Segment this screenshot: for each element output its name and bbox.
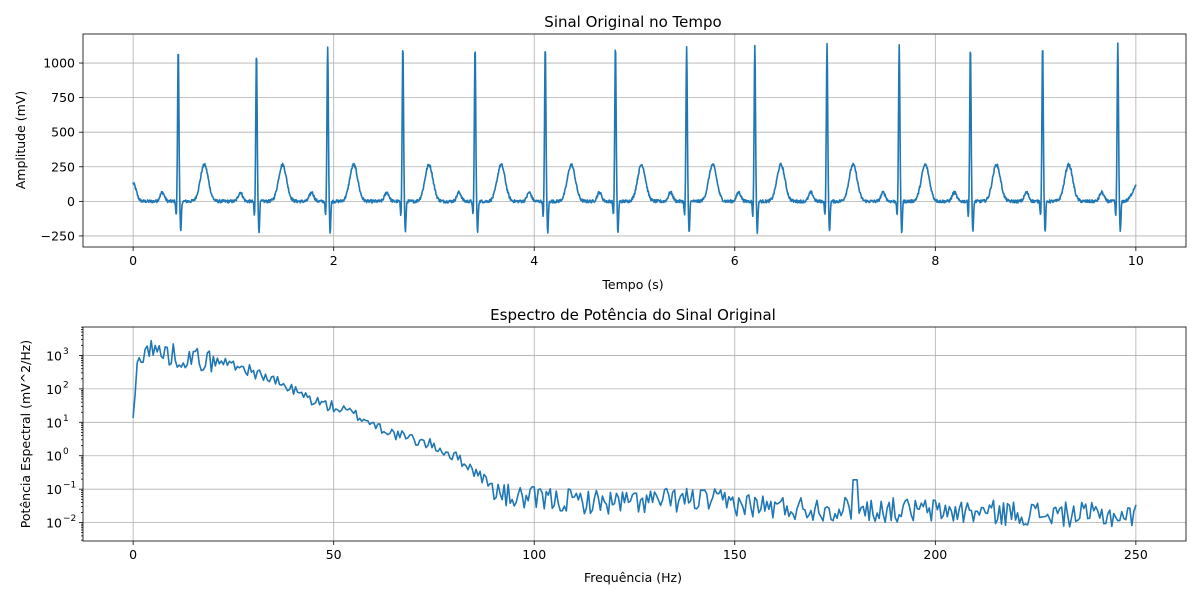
time-x-tick-label: 2 bbox=[330, 253, 338, 268]
spectrum-y-tick-label: 10 bbox=[46, 482, 62, 497]
spectrum-y-tick-label: 10 bbox=[46, 449, 62, 464]
time-x-tick-label: 6 bbox=[731, 253, 739, 268]
time-y-tick-label: 250 bbox=[51, 159, 75, 174]
spectrum-x-tick-label: 0 bbox=[129, 547, 137, 562]
spectrum-y-tick-exponent: 0 bbox=[63, 447, 69, 457]
spectrum-y-tick-label: 10 bbox=[46, 415, 62, 430]
spectrum-x-ticks: 0 50 100 150 200 250 bbox=[129, 541, 1148, 562]
spectrum-y-tick-exponent: 2 bbox=[63, 380, 69, 390]
time-chart-grid bbox=[83, 34, 1186, 247]
spectrum-x-tick-label: 200 bbox=[923, 547, 947, 562]
time-x-tick-label: 0 bbox=[129, 253, 137, 268]
spectrum-chart-grid bbox=[83, 327, 1186, 541]
spectrum-y-tick-exponent: 3 bbox=[63, 347, 69, 357]
spectrum-y-axis-label: Potência Espectral (mV^2/Hz) bbox=[18, 340, 33, 528]
spectrum-y-tick-label: 10 bbox=[46, 382, 62, 397]
spectrum-chart-frame bbox=[82, 326, 1187, 542]
time-y-tick-label: −250 bbox=[41, 228, 75, 243]
spectrum-y-tick-label: 10 bbox=[46, 348, 62, 363]
spectrum-y-tick-exponent: −1 bbox=[63, 481, 76, 491]
spectrum-x-tick-label: 250 bbox=[1124, 547, 1148, 562]
time-y-tick-label: 0 bbox=[67, 194, 75, 209]
spectrum-chart-title: Espectro de Potência do Sinal Original bbox=[490, 306, 776, 324]
power-spectrum-line bbox=[132, 339, 1137, 528]
time-y-tick-label: 750 bbox=[51, 90, 75, 105]
time-y-tick-label: 500 bbox=[51, 125, 75, 140]
time-x-tick-label: 10 bbox=[1128, 253, 1144, 268]
spectrum-x-tick-label: 150 bbox=[723, 547, 747, 562]
power-spectrum-chart: Espectro de Potência do Sinal Original 0… bbox=[18, 306, 1187, 585]
power-spectrum-series bbox=[132, 339, 1137, 528]
time-x-axis-label: Tempo (s) bbox=[601, 277, 663, 292]
time-signal-series bbox=[132, 42, 1137, 235]
time-chart-frame bbox=[82, 33, 1187, 248]
time-y-ticks: −250 0 250 500 750 1000 bbox=[41, 56, 83, 243]
time-y-axis-label: Amplitude (mV) bbox=[13, 91, 28, 190]
spectrum-y-tick-label: 10 bbox=[46, 516, 62, 531]
time-chart-title: Sinal Original no Tempo bbox=[544, 13, 721, 31]
time-x-tick-label: 8 bbox=[931, 253, 939, 268]
time-x-tick-label: 4 bbox=[530, 253, 538, 268]
time-signal-chart: Sinal Original no Tempo 0 2 4 6 8 10 −250 0 250… bbox=[13, 13, 1187, 292]
spectrum-y-tick-exponent: 1 bbox=[63, 414, 69, 424]
time-x-ticks: 0 2 4 6 8 10 bbox=[129, 247, 1144, 268]
time-y-tick-label: 1000 bbox=[43, 56, 75, 71]
time-signal-line bbox=[132, 42, 1137, 235]
spectrum-x-axis-label: Frequência (Hz) bbox=[584, 570, 682, 585]
spectrum-y-tick-exponent: −2 bbox=[63, 514, 76, 524]
spectrum-x-tick-label: 100 bbox=[522, 547, 546, 562]
spectrum-x-tick-label: 50 bbox=[326, 547, 342, 562]
